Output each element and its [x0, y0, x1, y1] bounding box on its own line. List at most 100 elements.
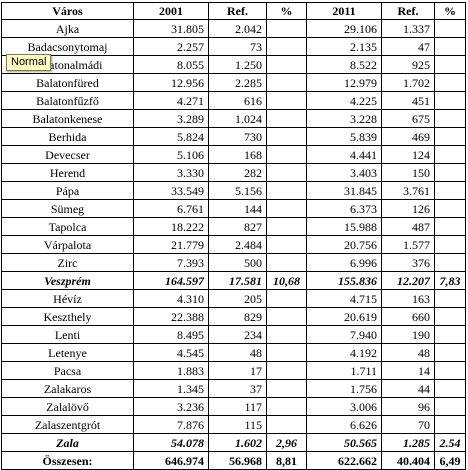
cell-city: Zalakaros: [1, 379, 134, 398]
cell-value-2011: 5.839: [306, 127, 382, 146]
table-row: Letenye 4.545 48 4.192 48: [1, 343, 466, 362]
cell-ref-2011: 14: [381, 361, 435, 380]
cell-percent-2011: [434, 307, 466, 326]
cell-percent-2001: [266, 253, 307, 272]
cell-ref-2001: 168: [208, 145, 267, 164]
cell-ref-2001: 1.250: [208, 55, 267, 74]
cell-value-2011: 3.403: [306, 163, 382, 182]
header-city: Város: [1, 2, 134, 20]
cell-ref-2011: 469: [381, 127, 435, 146]
cell-city: Zala: [1, 433, 134, 452]
cell-value-2001: 21.779: [133, 235, 209, 254]
cell-value-2001: 22.388: [133, 307, 209, 326]
cell-percent-2001: [266, 415, 307, 434]
cell-ref-2011: 190: [381, 325, 435, 344]
table-row: Pacsa 1.883 17 1.711 14: [1, 361, 466, 380]
cell-ref-2011: 1.337: [381, 19, 435, 38]
cell-percent-2001: [266, 37, 307, 56]
cell-percent-2001: [266, 127, 307, 146]
cell-percent-2001: [266, 343, 307, 362]
cell-value-2011: 15.988: [306, 217, 382, 236]
table-body: Ajka 31.805 2.042 29.106 1.337 Badacsonytomaj…: [1, 19, 466, 470]
cell-city: Herend: [1, 163, 134, 182]
cell-percent-2011: 6,49: [434, 451, 466, 470]
cell-percent-2011: [434, 19, 466, 38]
cell-value-2001: 1.883: [133, 361, 209, 380]
cell-value-2011: 20.619: [306, 307, 382, 326]
cell-ref-2001: 37: [208, 379, 267, 398]
cell-percent-2011: [434, 127, 466, 146]
cell-city: Zalalövő: [1, 397, 134, 416]
cell-value-2011: 4.715: [306, 289, 382, 308]
cell-percent-2011: [434, 109, 466, 128]
cell-ref-2011: 675: [381, 109, 435, 128]
table-row: Balatonfüred 12.956 2.285 12.979 1.702: [1, 73, 466, 92]
cell-value-2001: 18.222: [133, 217, 209, 236]
cell-percent-2001: 2,96: [266, 433, 307, 452]
cell-ref-2001: 2.042: [208, 19, 267, 38]
cell-ref-2001: 17: [208, 361, 267, 380]
cell-percent-2011: [434, 235, 466, 254]
cell-ref-2011: 12.207: [381, 271, 435, 290]
cell-value-2001: 4.545: [133, 343, 209, 362]
table-row: Keszthely 22.388 829 20.619 660: [1, 307, 466, 326]
cell-ref-2011: 47: [381, 37, 435, 56]
cell-percent-2011: [434, 289, 466, 308]
cell-value-2011: 6.996: [306, 253, 382, 272]
cell-value-2001: 31.805: [133, 19, 209, 38]
cell-value-2001: 5.824: [133, 127, 209, 146]
cell-value-2001: 3.289: [133, 109, 209, 128]
table-row: Zalakaros 1.345 37 1.756 44: [1, 379, 466, 398]
cell-percent-2001: [266, 55, 307, 74]
cell-percent-2001: [266, 199, 307, 218]
cell-percent-2011: [434, 217, 466, 236]
cell-percent-2001: [266, 109, 307, 128]
header-percent-2011: %: [434, 2, 466, 20]
header-2001: 2001: [133, 2, 209, 20]
cell-value-2001: 6.761: [133, 199, 209, 218]
cell-ref-2001: 48: [208, 343, 267, 362]
cell-percent-2011: [434, 55, 466, 74]
cell-percent-2001: [266, 217, 307, 236]
table-row: Herend 3.330 282 3.403 150: [1, 163, 466, 182]
cell-ref-2011: 124: [381, 145, 435, 164]
cell-value-2011: 20.756: [306, 235, 382, 254]
cell-percent-2001: [266, 163, 307, 182]
cell-percent-2011: [434, 145, 466, 164]
cell-city: Badacsonytomaj: [1, 37, 134, 56]
cell-value-2001: 7.876: [133, 415, 209, 434]
cell-value-2011: 3.006: [306, 397, 382, 416]
cell-city: Pacsa: [1, 361, 134, 380]
cell-percent-2001: [266, 181, 307, 200]
cell-value-2011: 31.845: [306, 181, 382, 200]
table-row: Sümeg 6.761 144 6.373 126: [1, 199, 466, 218]
cell-ref-2011: 163: [381, 289, 435, 308]
cell-city: Keszthely: [1, 307, 134, 326]
table-header-row: Város 2001 Ref. % 2011 Ref. %: [1, 2, 466, 20]
cell-percent-2011: [434, 199, 466, 218]
cell-percent-2001: [266, 289, 307, 308]
table-row: Pápa 33.549 5.156 31.845 3.761: [1, 181, 466, 200]
cell-percent-2001: [266, 235, 307, 254]
cell-city: Tapolca: [1, 217, 134, 236]
cell-percent-2001: 10,68: [266, 271, 307, 290]
cell-value-2011: 6.373: [306, 199, 382, 218]
cell-city: Balatonkenese: [1, 109, 134, 128]
cell-percent-2001: [266, 379, 307, 398]
cell-percent-2011: 7,83: [434, 271, 466, 290]
cell-value-2011: 155.836: [306, 271, 382, 290]
cell-ref-2001: 56.968: [208, 451, 267, 470]
cell-percent-2001: [266, 91, 307, 110]
cell-value-2011: 3.228: [306, 109, 382, 128]
cell-ref-2011: 40.404: [381, 451, 435, 470]
cell-ref-2001: 282: [208, 163, 267, 182]
cell-city: Lenti: [1, 325, 134, 344]
cell-ref-2011: 376: [381, 253, 435, 272]
table-row: Zalalövő 3.236 117 3.006 96: [1, 397, 466, 416]
cell-percent-2001: [266, 145, 307, 164]
cell-ref-2011: 1.702: [381, 73, 435, 92]
table-row: Ajka 31.805 2.042 29.106 1.337: [1, 19, 466, 38]
cell-ref-2001: 73: [208, 37, 267, 56]
